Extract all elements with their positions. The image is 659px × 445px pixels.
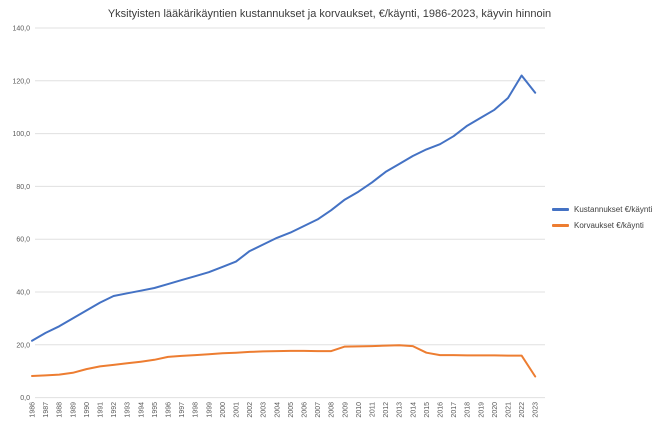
y-tick-label-80: 80,0 <box>16 184 30 191</box>
y-tick-label-40: 40,0 <box>16 290 30 297</box>
legend-item-korvaukset: Korvaukset €/käynti <box>552 221 652 230</box>
x-tick-label-2011: 2011 <box>370 402 377 417</box>
x-tick-label-1988: 1988 <box>57 402 64 418</box>
x-tick-label-2021: 2021 <box>506 402 513 418</box>
chart-title: Yksityisten lääkärikäyntien kustannukset… <box>107 8 552 20</box>
legend: Kustannukset €/käynti Korvaukset €/käynt… <box>552 205 652 230</box>
legend-label-kustannukset: Kustannukset €/käynti <box>574 205 653 214</box>
y-tick-label-0: 0,0 <box>20 395 30 402</box>
x-tick-label-2007: 2007 <box>315 402 322 418</box>
x-tick-label-1997: 1997 <box>179 402 186 418</box>
x-tick-label-2012: 2012 <box>383 402 390 418</box>
legend-item-kustannukset: Kustannukset €/käynti <box>552 205 652 214</box>
legend-line-marker-kustannukset <box>552 208 569 211</box>
y-tick-label-20: 20,0 <box>16 342 30 349</box>
y-tick-label-100: 100,0 <box>12 131 30 138</box>
x-tick-label-2001: 2001 <box>234 402 241 418</box>
x-tick-label-2018: 2018 <box>465 402 472 418</box>
x-tick-label-1993: 1993 <box>125 402 132 418</box>
y-tick-label-140: 140,0 <box>12 26 30 33</box>
x-tick-label-1999: 1999 <box>206 402 213 418</box>
x-tick-label-1994: 1994 <box>138 402 145 418</box>
x-tick-label-2005: 2005 <box>288 402 295 418</box>
series-line-1 <box>31 344 537 378</box>
x-tick-label-2008: 2008 <box>329 402 336 418</box>
x-tick-label-1992: 1992 <box>111 402 118 418</box>
x-tick-label-2019: 2019 <box>478 402 485 418</box>
x-tick-label-2000: 2000 <box>220 402 227 418</box>
x-tick-label-1987: 1987 <box>43 402 50 418</box>
series-line-0 <box>31 74 537 342</box>
x-tick-label-2003: 2003 <box>261 402 268 418</box>
x-tick-label-1989: 1989 <box>70 402 77 418</box>
x-tick-label-1990: 1990 <box>84 402 91 418</box>
legend-label-korvaukset: Korvaukset €/käynti <box>574 221 644 230</box>
x-tick-label-2023: 2023 <box>533 402 540 418</box>
x-tick-label-1995: 1995 <box>152 402 159 418</box>
x-tick-label-1998: 1998 <box>193 402 200 418</box>
x-tick-label-2004: 2004 <box>274 402 281 418</box>
x-tick-label-1991: 1991 <box>98 402 105 418</box>
legend-line-marker-korvaukset <box>552 224 569 227</box>
x-tick-label-2010: 2010 <box>356 402 363 418</box>
x-tick-label-2014: 2014 <box>410 402 417 418</box>
x-tick-label-2002: 2002 <box>247 402 254 418</box>
y-tick-label-120: 120,0 <box>12 78 30 85</box>
x-tick-label-2015: 2015 <box>424 402 431 418</box>
x-tick-label-2013: 2013 <box>397 402 404 418</box>
x-tick-label-2006: 2006 <box>302 402 309 418</box>
x-tick-label-1986: 1986 <box>30 402 37 418</box>
x-tick-label-2017: 2017 <box>451 402 458 418</box>
y-tick-label-60: 60,0 <box>16 237 30 244</box>
x-tick-label-1996: 1996 <box>166 402 173 418</box>
x-tick-label-2009: 2009 <box>342 402 349 418</box>
x-tick-label-2016: 2016 <box>438 402 445 418</box>
x-tick-label-2020: 2020 <box>492 402 499 418</box>
x-tick-label-2022: 2022 <box>519 402 526 418</box>
